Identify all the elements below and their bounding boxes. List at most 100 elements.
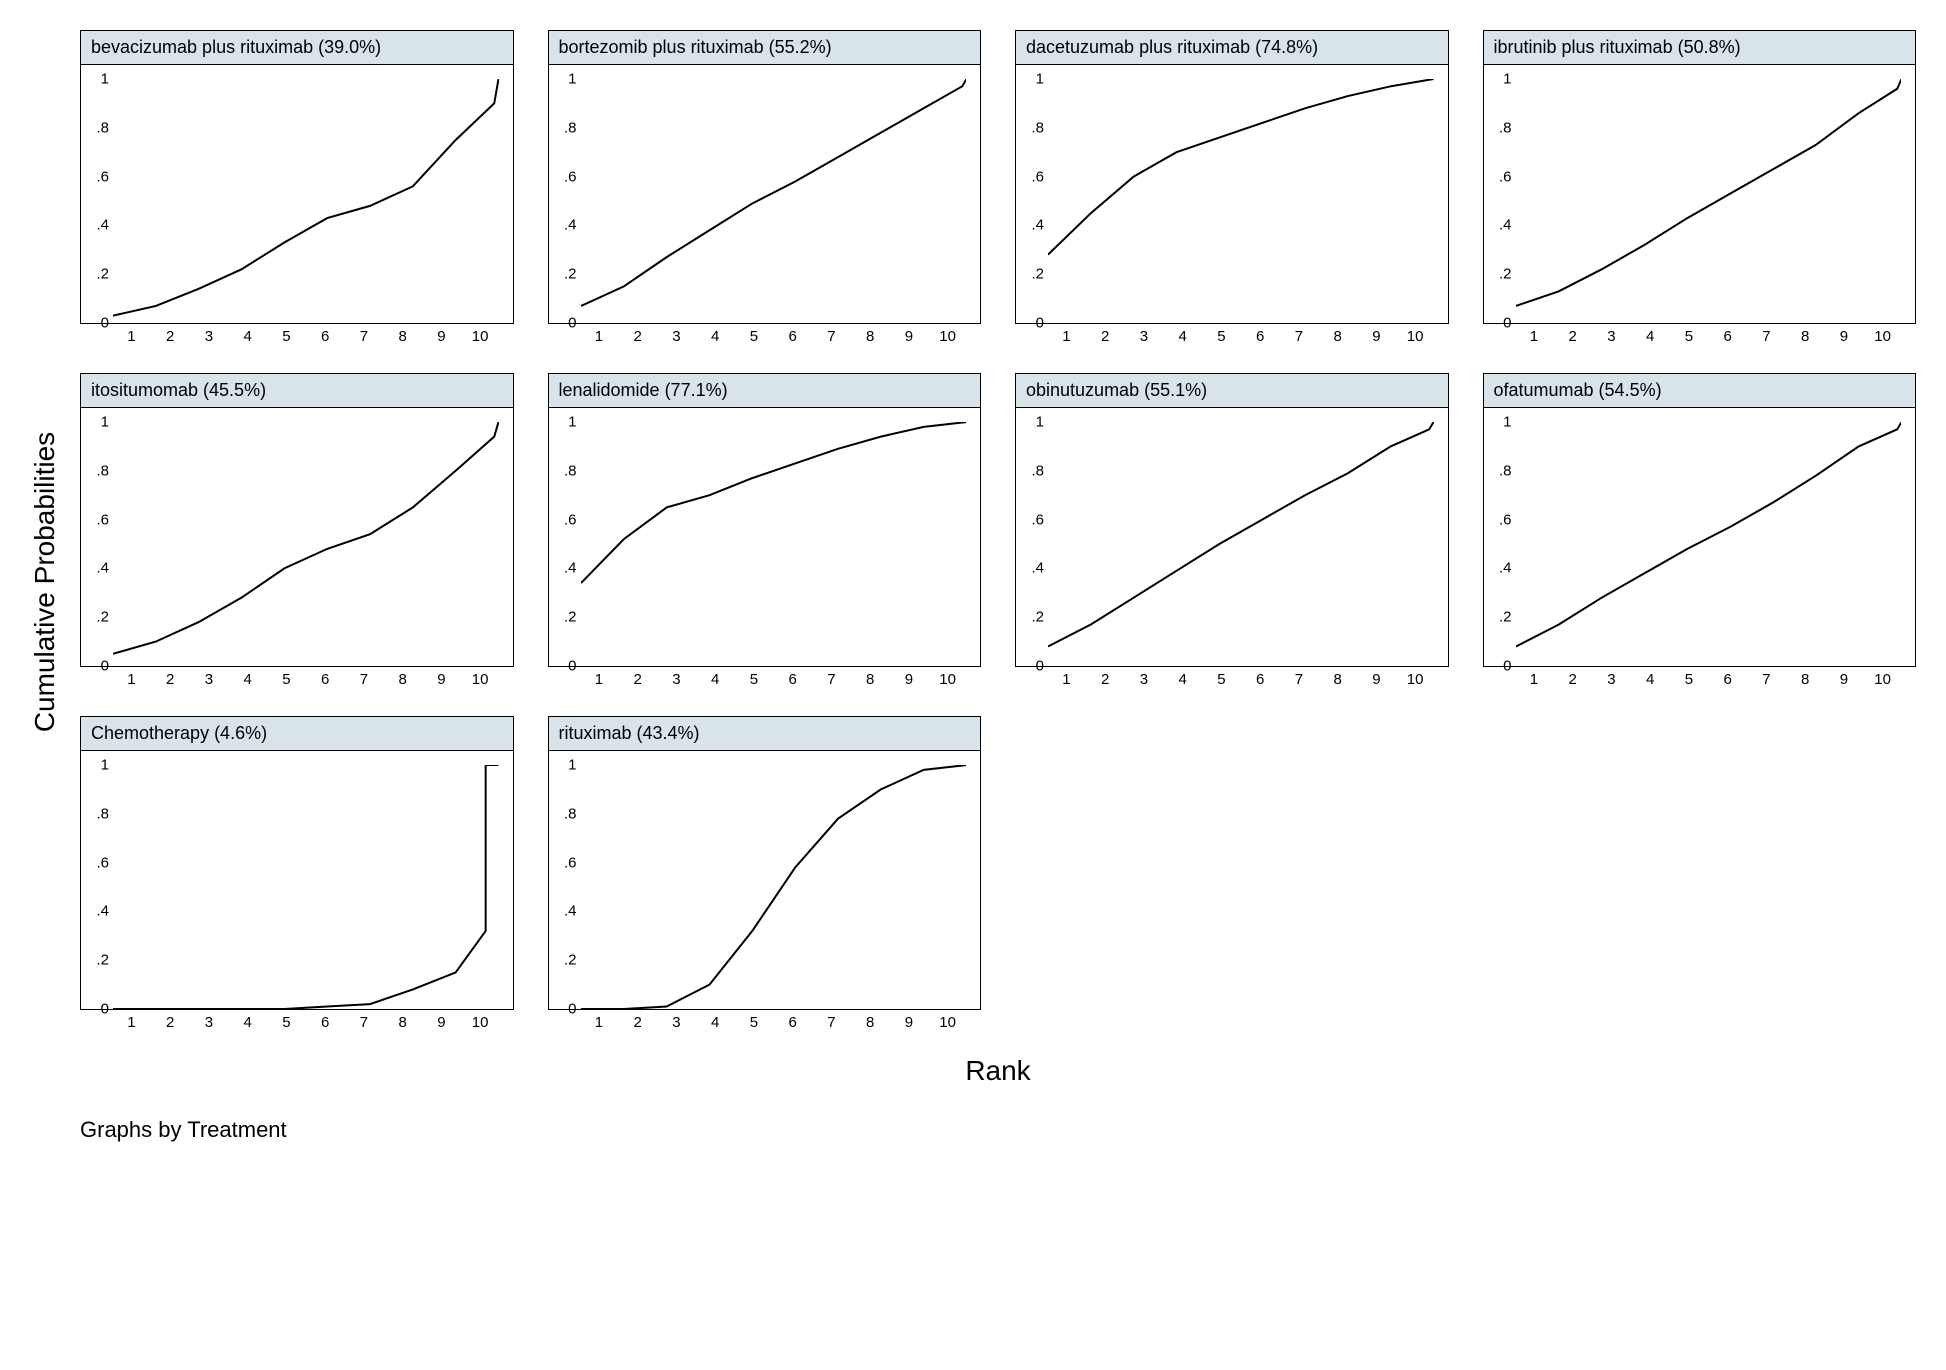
plot-area: 0.2.4.6.81: [548, 64, 982, 324]
x-tick-label: 8: [851, 671, 890, 688]
panel-title: dacetuzumab plus rituximab (74.8%): [1015, 30, 1449, 64]
y-tick-label: .2: [1031, 609, 1044, 626]
x-tick-label: 4: [696, 1014, 735, 1031]
x-tick-label: 10: [1863, 671, 1902, 688]
y-axis: 0.2.4.6.81: [1484, 65, 1516, 323]
y-axis: 0.2.4.6.81: [81, 751, 113, 1009]
y-tick-label: .8: [564, 119, 577, 136]
x-tick-label: 4: [696, 671, 735, 688]
chart-panel: bortezomib plus rituximab (55.2%)0.2.4.6…: [548, 30, 982, 345]
series-line: [113, 765, 499, 1009]
x-tick-label: 7: [812, 1014, 851, 1031]
x-tick-label: 2: [1553, 328, 1592, 345]
y-tick-label: .8: [1031, 119, 1044, 136]
x-tick-label: 7: [812, 671, 851, 688]
chart-panel: ofatumumab (54.5%)0.2.4.6.8112345678910: [1483, 373, 1917, 688]
y-tick-label: 1: [101, 70, 109, 87]
x-tick-label: 4: [1631, 671, 1670, 688]
x-axis: 12345678910: [548, 328, 982, 345]
panel-title: bevacizumab plus rituximab (39.0%): [80, 30, 514, 64]
y-tick-label: 1: [568, 70, 576, 87]
y-tick-label: .2: [564, 266, 577, 283]
svg-container: [113, 765, 499, 1009]
x-tick-label: 8: [1786, 671, 1825, 688]
x-tick-label: 2: [618, 1014, 657, 1031]
x-tick-label: 7: [1747, 328, 1786, 345]
x-axis: 12345678910: [1483, 328, 1917, 345]
x-tick-label: 9: [422, 1014, 461, 1031]
y-tick-label: 0: [101, 1001, 109, 1018]
x-tick-label: 5: [1202, 328, 1241, 345]
x-tick-label: 5: [735, 671, 774, 688]
svg-container: [1048, 79, 1434, 323]
y-tick-label: .4: [96, 217, 109, 234]
x-tick-label: 2: [1553, 671, 1592, 688]
y-tick-label: 0: [1503, 315, 1511, 332]
x-tick-label: 1: [580, 328, 619, 345]
plot-area: 0.2.4.6.81: [1015, 407, 1449, 667]
y-tick-label: 1: [1503, 70, 1511, 87]
plot-area: 0.2.4.6.81: [548, 407, 982, 667]
x-tick-label: 6: [1708, 671, 1747, 688]
x-tick-label: 9: [1825, 671, 1864, 688]
x-tick-label: 9: [1825, 328, 1864, 345]
panel-title: lenalidomide (77.1%): [548, 373, 982, 407]
x-tick-label: 7: [812, 328, 851, 345]
x-tick-label: 5: [267, 328, 306, 345]
x-tick-label: 6: [773, 328, 812, 345]
x-tick-label: 2: [151, 1014, 190, 1031]
x-tick-label: 3: [1592, 671, 1631, 688]
series-line: [1516, 422, 1902, 646]
x-tick-label: 1: [1515, 671, 1554, 688]
chart-panel: ibrutinib plus rituximab (50.8%)0.2.4.6.…: [1483, 30, 1917, 345]
x-tick-label: 9: [890, 328, 929, 345]
y-tick-label: .6: [564, 854, 577, 871]
y-tick-label: .2: [564, 952, 577, 969]
x-tick-label: 10: [1396, 328, 1435, 345]
panel-title: ibrutinib plus rituximab (50.8%): [1483, 30, 1917, 64]
y-tick-label: 0: [1503, 658, 1511, 675]
series-line: [1048, 422, 1434, 646]
y-tick-label: .6: [1031, 168, 1044, 185]
plot-area: 0.2.4.6.81: [1015, 64, 1449, 324]
x-tick-label: 4: [228, 1014, 267, 1031]
series-line: [1516, 79, 1902, 306]
y-tick-label: .2: [1031, 266, 1044, 283]
svg-container: [113, 79, 499, 323]
plot-area: 0.2.4.6.81: [80, 407, 514, 667]
x-tick-label: 2: [618, 671, 657, 688]
y-tick-label: .8: [1499, 462, 1512, 479]
svg-container: [1516, 422, 1902, 666]
x-tick-label: 7: [345, 328, 384, 345]
y-tick-label: 1: [1036, 70, 1044, 87]
x-tick-label: 4: [1163, 671, 1202, 688]
x-tick-label: 6: [306, 328, 345, 345]
x-tick-label: 8: [383, 328, 422, 345]
x-tick-label: 8: [1318, 328, 1357, 345]
x-tick-label: 8: [851, 1014, 890, 1031]
y-axis-label-container: Cumulative Probabilities: [20, 20, 70, 1143]
y-tick-label: .4: [1499, 217, 1512, 234]
y-tick-label: .4: [1499, 560, 1512, 577]
x-tick-label: 1: [580, 671, 619, 688]
y-tick-label: .6: [96, 854, 109, 871]
plot-area: 0.2.4.6.81: [80, 750, 514, 1010]
panel-title: obinutuzumab (55.1%): [1015, 373, 1449, 407]
x-tick-label: 9: [1357, 328, 1396, 345]
x-tick-label: 1: [580, 1014, 619, 1031]
y-tick-label: .2: [96, 952, 109, 969]
x-tick-label: 8: [1786, 328, 1825, 345]
x-tick-label: 5: [735, 1014, 774, 1031]
x-axis: 12345678910: [80, 671, 514, 688]
series-line: [113, 422, 499, 654]
y-tick-label: .6: [1499, 168, 1512, 185]
series-line: [581, 422, 967, 583]
x-tick-label: 6: [773, 1014, 812, 1031]
plot-area: 0.2.4.6.81: [548, 750, 982, 1010]
y-tick-label: 0: [1036, 315, 1044, 332]
x-tick-label: 10: [1863, 328, 1902, 345]
plot-area: 0.2.4.6.81: [1483, 407, 1917, 667]
y-tick-label: 1: [101, 756, 109, 773]
x-tick-label: 3: [190, 1014, 229, 1031]
x-tick-label: 9: [1357, 671, 1396, 688]
